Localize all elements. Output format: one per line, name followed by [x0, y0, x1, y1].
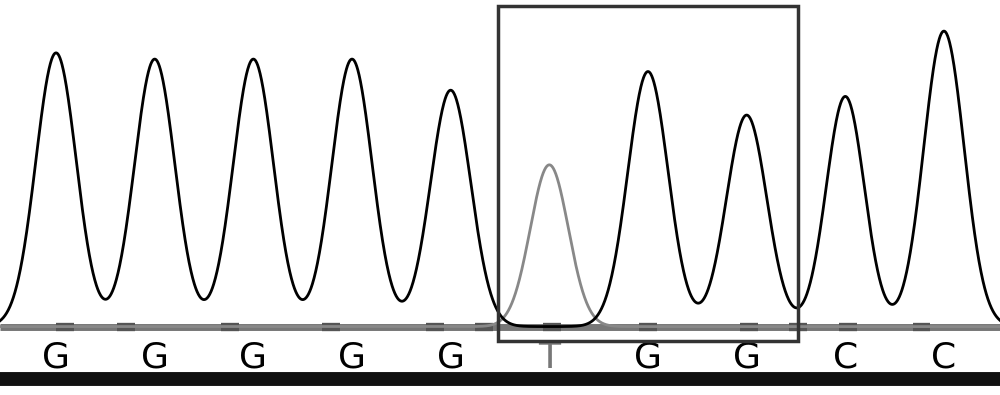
Text: C: C — [833, 340, 858, 375]
Text: G: G — [141, 340, 169, 375]
Text: G: G — [733, 340, 761, 375]
Text: T: T — [538, 340, 560, 375]
Text: G: G — [42, 340, 70, 375]
Text: G: G — [634, 340, 662, 375]
Text: G: G — [437, 340, 465, 375]
Bar — [498, 6, 798, 340]
Text: G: G — [239, 340, 267, 375]
Text: G: G — [338, 340, 366, 375]
Text: C: C — [931, 340, 957, 375]
